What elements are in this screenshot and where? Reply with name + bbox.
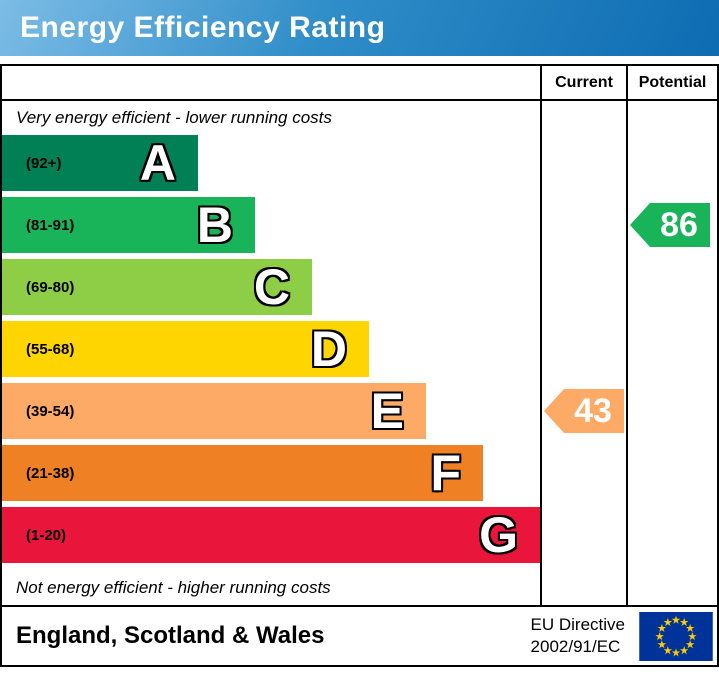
current-column-header: Current	[555, 73, 613, 91]
band-letter: E	[370, 383, 404, 439]
bands-area: Very energy efficient - lower running co…	[2, 101, 540, 607]
epc-chart-frame: Very energy efficient - lower running co…	[0, 64, 719, 667]
band-row-a: (92+) A	[2, 135, 540, 197]
band-bar-e: (39-54) E	[2, 383, 426, 439]
band-letter: G	[479, 507, 518, 563]
eu-directive-label: EU Directive 2002/91/EC	[531, 614, 625, 658]
region-label: England, Scotland & Wales	[16, 622, 325, 649]
current-rating-pointer: 43	[544, 389, 624, 433]
title-bar: Energy Efficiency Rating	[0, 0, 719, 56]
top-note: Very energy efficient - lower running co…	[16, 108, 332, 127]
band-row-f: (21-38) F	[2, 445, 540, 507]
band-letter: F	[430, 445, 461, 501]
band-row-g: (1-20) G	[2, 507, 540, 569]
band-bar-g: (1-20) G	[2, 507, 540, 563]
band-bar-c: (69-80) C	[2, 259, 312, 315]
band-bar-b: (81-91) B	[2, 197, 255, 253]
current-rating-value: 43	[574, 391, 612, 430]
page-title: Energy Efficiency Rating	[20, 11, 386, 44]
band-range-label: (69-80)	[26, 278, 75, 296]
potential-column: Potential 86	[626, 66, 717, 605]
band-range-label: (21-38)	[26, 464, 75, 482]
band-row-e: (39-54) E	[2, 383, 540, 445]
band-bar-d: (55-68) D	[2, 321, 369, 377]
eu-directive-line1: EU Directive	[530, 615, 625, 634]
energy-rating-chart: Very energy efficient - lower running co…	[2, 66, 717, 607]
band-letter: D	[310, 321, 347, 377]
band-range-label: (92+)	[26, 154, 62, 172]
footer: England, Scotland & Wales EU Directive 2…	[2, 607, 717, 665]
eu-flag-icon	[639, 611, 713, 661]
band-bar-a: (92+) A	[2, 135, 198, 191]
band-bar-f: (21-38) F	[2, 445, 483, 501]
potential-rating-value: 86	[660, 205, 698, 244]
potential-rating-pointer: 86	[630, 203, 710, 247]
bands: (92+) A (81-91) B (69-80) C (55-68) D (39-54) E (2…	[2, 135, 540, 569]
bottom-note: Not energy efficient - higher running co…	[16, 578, 331, 597]
band-row-d: (55-68) D	[2, 321, 540, 383]
band-letter: A	[139, 135, 176, 191]
band-row-c: (69-80) C	[2, 259, 540, 321]
band-range-label: (55-68)	[26, 340, 75, 358]
band-range-label: (1-20)	[26, 526, 67, 544]
band-letter: B	[196, 197, 233, 253]
band-range-label: (39-54)	[26, 402, 75, 420]
band-row-b: (81-91) B	[2, 197, 540, 259]
band-range-label: (81-91)	[26, 216, 75, 234]
current-column: Current 43	[540, 66, 626, 605]
column-header-row	[2, 66, 717, 101]
eu-directive-line2: 2002/91/EC	[530, 637, 621, 656]
band-letter: C	[253, 259, 290, 315]
potential-column-header: Potential	[638, 73, 707, 91]
